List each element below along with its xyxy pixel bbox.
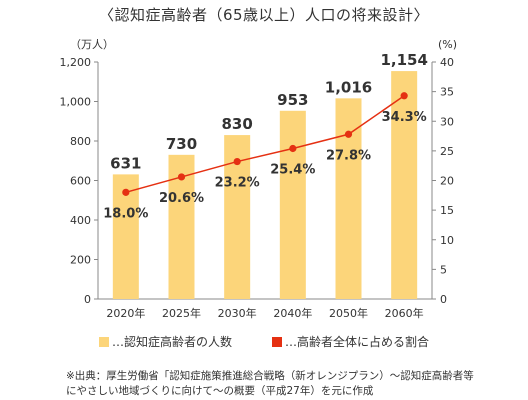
right-axis-tick-label: 0 — [440, 293, 447, 306]
source-note-line-1: ※出典：厚生労働省「認知症施策推進総合戦略（新オレンジプラン）〜認知症高齢者等 — [66, 370, 474, 382]
right-axis-tick-label: 5 — [440, 263, 447, 276]
line-point — [344, 130, 353, 138]
bar-value-label: 1,154 — [380, 51, 427, 69]
legend-label-bar: …認知症高齢者の人数 — [111, 335, 232, 349]
right-axis-tick-label: 35 — [440, 86, 454, 99]
left-axis-tick-label: 600 — [70, 175, 91, 188]
line-point — [233, 157, 241, 166]
line-value-label: 20.6% — [159, 191, 204, 206]
x-axis-tick-label: 2040年 — [273, 306, 312, 320]
bar — [279, 110, 306, 299]
line-value-label: 34.3% — [382, 110, 427, 125]
right-axis-tick-label: 15 — [440, 204, 454, 217]
legend: …認知症高齢者の人数 …高齢者全体に占める割合 — [0, 333, 528, 350]
bar-value-label: 730 — [166, 135, 197, 153]
x-axis-tick-label: 2025年 — [162, 306, 201, 320]
left-axis-tick-label: 1,200 — [60, 56, 92, 69]
series-line — [125, 95, 405, 194]
bar-value-label: 953 — [277, 91, 308, 109]
bar — [391, 71, 418, 300]
line-point — [122, 188, 130, 196]
source-note-line-2: にやさしい地域づくりに向けて〜の概要（平成27年）を元に作成 — [66, 385, 374, 397]
line-point — [289, 144, 297, 153]
x-axis-tick-label: 2020年 — [106, 306, 145, 320]
left-axis-tick-label: 800 — [70, 135, 91, 148]
left-axis-tick-label: 400 — [70, 214, 91, 227]
bar-value-label: 1,016 — [325, 78, 372, 96]
legend-swatch-bar — [98, 336, 109, 347]
right-axis-tick-label: 25 — [440, 145, 454, 158]
right-axis-tick-label: 20 — [440, 175, 454, 188]
chart-title: 〈認知症高齢者（65歳以上）人口の将来設計〉 — [98, 6, 430, 24]
left-axis-unit: （万人） — [70, 38, 114, 51]
left-axis-tick-label: 0 — [84, 293, 91, 306]
legend-item-bar: …認知症高齢者の人数 — [98, 333, 232, 350]
line-value-label: 18.0% — [103, 206, 148, 221]
bar-value-label: 830 — [222, 115, 253, 133]
line-point — [177, 173, 186, 181]
left-axis-tick-label: 1,000 — [60, 96, 92, 109]
legend-label-line: …高齢者全体に占める割合 — [285, 335, 430, 349]
line-point — [400, 92, 408, 100]
bar-value-label: 631 — [110, 154, 141, 172]
line-value-label: 23.2% — [215, 176, 260, 191]
x-axis-tick-label: 2060年 — [385, 306, 424, 320]
legend-item-line: …高齢者全体に占める割合 — [272, 333, 429, 350]
right-axis-tick-label: 30 — [440, 115, 454, 128]
source-note: ※出典：厚生労働省「認知症施策推進総合戦略（新オレンジプラン）〜認知症高齢者等 … — [66, 369, 496, 399]
right-axis-unit: (%) — [438, 38, 457, 51]
line-value-label: 25.4% — [270, 163, 315, 178]
legend-swatch-line — [272, 336, 282, 347]
right-axis-tick-label: 10 — [440, 234, 454, 247]
line-value-label: 27.8% — [326, 148, 371, 163]
right-axis-tick-label: 40 — [440, 56, 454, 69]
x-axis-tick-label: 2030年 — [218, 306, 257, 320]
x-axis-tick-label: 2050年 — [329, 306, 368, 320]
left-axis-tick-label: 200 — [70, 254, 91, 267]
